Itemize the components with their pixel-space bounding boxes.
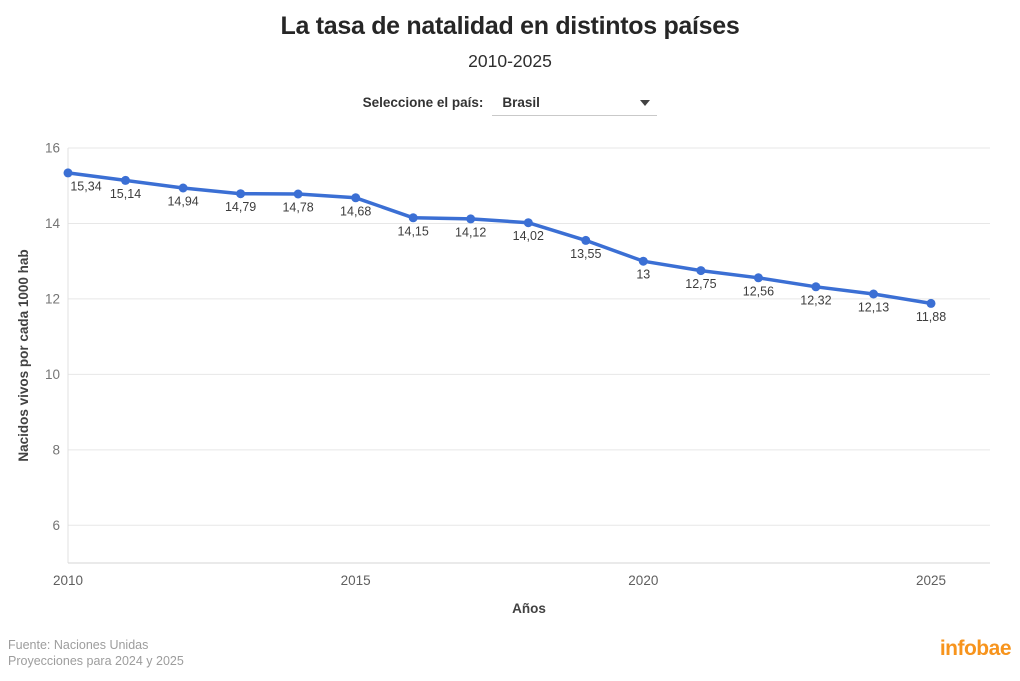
data-point xyxy=(696,266,706,276)
data-point xyxy=(63,168,73,178)
chart-source: Fuente: Naciones Unidas Proyecciones par… xyxy=(8,637,184,669)
data-point xyxy=(178,183,188,193)
data-point-label: 11,88 xyxy=(916,310,946,324)
x-tick-label: 2010 xyxy=(53,573,83,588)
y-tick-label: 10 xyxy=(45,367,60,382)
y-tick-label: 6 xyxy=(52,518,60,533)
data-point-label: 14,94 xyxy=(167,195,198,209)
data-point-label: 15,34 xyxy=(70,179,101,193)
y-tick-label: 8 xyxy=(52,442,60,457)
data-point-label: 14,02 xyxy=(513,229,544,243)
data-point-label: 13 xyxy=(636,268,650,282)
country-selector-label: Seleccione el país: xyxy=(362,95,484,110)
data-point-label: 14,15 xyxy=(398,224,429,238)
data-point-label: 12,56 xyxy=(743,284,774,298)
y-tick-label: 16 xyxy=(45,141,60,156)
source-line: Fuente: Naciones Unidas xyxy=(8,638,149,652)
x-axis-title: Años xyxy=(512,601,546,616)
data-point xyxy=(869,289,878,299)
x-tick-label: 2015 xyxy=(341,573,371,588)
data-point xyxy=(121,175,130,185)
data-point xyxy=(638,256,648,266)
page-subtitle: 2010-2025 xyxy=(468,51,552,71)
data-point xyxy=(408,213,418,223)
country-selector-row: Seleccione el país: Brasil xyxy=(0,92,1020,116)
country-selector-dropdown[interactable]: Brasil xyxy=(492,92,658,116)
x-tick-label: 2020 xyxy=(628,573,658,588)
data-point xyxy=(523,218,533,228)
data-point-label: 12,75 xyxy=(685,277,716,291)
data-point-label: 12,13 xyxy=(858,301,889,315)
data-point xyxy=(236,189,246,199)
data-point-label: 15,14 xyxy=(110,187,141,201)
y-tick-label: 12 xyxy=(45,291,60,306)
data-point-label: 14,78 xyxy=(282,201,313,215)
y-tick-label: 14 xyxy=(45,216,61,231)
chevron-down-icon xyxy=(640,99,651,106)
data-point xyxy=(926,298,936,308)
data-point xyxy=(293,189,303,199)
data-point xyxy=(466,214,476,224)
data-point-label: 12,32 xyxy=(800,293,831,307)
data-point-label: 14,79 xyxy=(225,200,256,214)
data-point xyxy=(351,193,361,203)
infobae-logo: infobae xyxy=(939,637,1012,660)
x-tick-label: 2025 xyxy=(916,573,946,588)
country-selector-value: Brasil xyxy=(502,95,540,110)
data-point xyxy=(581,235,591,245)
series-line xyxy=(66,171,933,306)
data-point-label: 13,55 xyxy=(570,247,601,261)
note-line: Proyecciones para 2024 y 2025 xyxy=(8,654,184,668)
data-point xyxy=(811,282,821,292)
y-axis-title: Nacidos vivos por cada 1000 hab xyxy=(16,249,31,461)
page-title: La tasa de natalidad en distintos países xyxy=(280,12,740,40)
data-point-label: 14,68 xyxy=(340,204,371,218)
data-point-label: 14,12 xyxy=(455,225,486,239)
data-point xyxy=(753,273,763,283)
